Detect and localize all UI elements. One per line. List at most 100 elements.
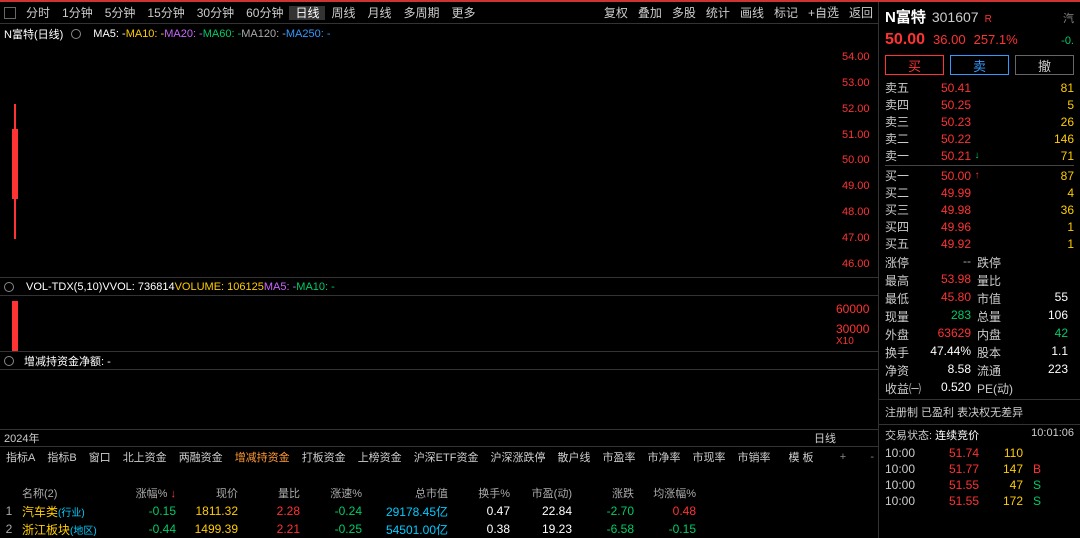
table-row[interactable]: 1汽车类(行业)-0.151811.322.28-0.2429178.45亿0.…	[0, 502, 878, 520]
x-axis: 2024年 日线	[0, 430, 878, 446]
indicator-tab[interactable]: 市销率	[731, 452, 776, 464]
indicator-tab[interactable]: 沪深涨跌停	[484, 452, 551, 464]
th-price[interactable]: 现价	[180, 485, 242, 501]
timeframe-更多[interactable]: 更多	[446, 6, 482, 20]
indicator-tab[interactable]: 两融资金	[173, 452, 229, 464]
indicator-template[interactable]: 模 板	[782, 449, 819, 465]
registration-note: 注册制 已盈利 表决权无差异	[879, 399, 1080, 424]
y-tick: 48.00	[842, 206, 878, 218]
timeframe-多周期[interactable]: 多周期	[398, 6, 446, 20]
ma-label: MA250: -	[286, 28, 331, 40]
sell-button[interactable]: 卖	[950, 55, 1009, 75]
last-price: 50.00	[885, 31, 925, 49]
ma-label: MA60: -	[203, 28, 242, 40]
y-tick: 54.00	[842, 51, 878, 63]
ask-row[interactable]: 卖四50.255	[885, 96, 1074, 113]
y-tick: 51.00	[842, 129, 878, 141]
ask-row[interactable]: 卖五50.4181	[885, 79, 1074, 96]
indicator-tab[interactable]: 指标B	[41, 452, 82, 464]
indicator-plus-icon[interactable]: +	[836, 451, 850, 463]
bid-row[interactable]: 买四49.961	[885, 218, 1074, 235]
indicator-tab[interactable]: 沪深ETF资金	[408, 452, 485, 464]
x-axis-left: 2024年	[4, 430, 39, 446]
indicator-tab[interactable]: 上榜资金	[352, 452, 408, 464]
bid-row[interactable]: 买一50.00↑87	[885, 167, 1074, 184]
th-spd[interactable]: 涨速%	[304, 485, 366, 501]
vol-label: VOLUME: 106125	[175, 281, 264, 293]
volume-chart[interactable]: 60000 30000 X10	[0, 296, 878, 352]
indicator-tab[interactable]: 打板资金	[296, 452, 352, 464]
candle	[12, 104, 18, 239]
timeframe-30分钟[interactable]: 30分钟	[191, 6, 240, 20]
y-tick: 46.00	[842, 258, 878, 270]
th-pe[interactable]: 市盈(动)	[514, 485, 576, 501]
th-name[interactable]: 名称(2)	[18, 485, 118, 501]
vol-tick: 30000	[836, 322, 869, 336]
y-tick: 53.00	[842, 77, 878, 89]
timeframe-15分钟[interactable]: 15分钟	[141, 6, 190, 20]
stock-code: 301607	[932, 9, 979, 25]
timeframe-60分钟[interactable]: 60分钟	[240, 6, 289, 20]
toolbar-复权[interactable]: 复权	[599, 6, 633, 20]
ask-row[interactable]: 卖二50.22146	[885, 130, 1074, 147]
stock-industry: 汽	[1063, 10, 1074, 26]
bid-row[interactable]: 买三49.9836	[885, 201, 1074, 218]
toolbar-统计[interactable]: 统计	[701, 6, 735, 20]
fund-label: 增减持资金	[24, 356, 79, 368]
buy-button[interactable]: 买	[885, 55, 944, 75]
toolbar-多股[interactable]: 多股	[667, 6, 701, 20]
collapse-icon[interactable]	[4, 282, 14, 292]
extra-pct: -0.	[1061, 35, 1074, 47]
fund-header: 增减持资金净额: -	[0, 352, 878, 370]
price-chart[interactable]: 54.0053.0052.0051.0050.0049.0048.0047.00…	[0, 44, 878, 278]
bid-row[interactable]: 买二49.994	[885, 184, 1074, 201]
indicator-tab-active[interactable]: 增减持资金	[229, 449, 296, 465]
indicator-minus-icon[interactable]: -	[866, 451, 878, 463]
table-row[interactable]: 2浙江板块(地区)-0.441499.392.21-0.2554501.00亿0…	[0, 520, 878, 538]
volume-y-axis: 60000 30000 X10	[834, 296, 878, 351]
sort-down-icon: ↓	[171, 488, 177, 500]
timeframe-5分钟[interactable]: 5分钟	[99, 6, 142, 20]
th-chg[interactable]: 涨幅% ↓	[118, 485, 180, 501]
timeframe-日线[interactable]: 日线	[289, 6, 325, 20]
timeframe-月线[interactable]: 月线	[362, 6, 398, 20]
toolbar-返回[interactable]: 返回	[844, 6, 878, 20]
indicator-tab[interactable]: 指标A	[0, 452, 41, 464]
change-abs: 36.00	[933, 32, 966, 47]
minimize-icon[interactable]: _	[818, 4, 824, 15]
expand-icon[interactable]: □	[830, 4, 836, 15]
cancel-button[interactable]: 撤	[1015, 55, 1074, 75]
stats-grid: 涨停--跌停最高53.98量比最低45.80市值55现量283总量106外盘63…	[879, 252, 1080, 399]
indicator-tab[interactable]: 市现率	[686, 452, 731, 464]
collapse-icon[interactable]	[4, 356, 14, 366]
collapse-icon[interactable]	[71, 29, 81, 39]
toolbar-叠加[interactable]: 叠加	[633, 6, 667, 20]
toolbar-画线[interactable]: 画线	[735, 6, 769, 20]
th-turn[interactable]: 换手%	[452, 485, 514, 501]
tick-row: 10:0051.5547S	[885, 477, 1074, 493]
indicator-tab[interactable]: 窗口	[83, 452, 117, 464]
timeframe-分时[interactable]: 分时	[20, 6, 56, 20]
timeframe-周线[interactable]: 周线	[325, 6, 361, 20]
ask-row[interactable]: 卖三50.2326	[885, 113, 1074, 130]
indicator-tab[interactable]: 北上资金	[117, 452, 173, 464]
fund-chart[interactable]	[0, 370, 878, 430]
tick-list: 10:0051.7411010:0051.77147B10:0051.5547S…	[879, 445, 1080, 509]
toolbar-标记[interactable]: 标记	[769, 6, 803, 20]
orderbook: 卖五50.4181卖四50.255卖三50.2326卖二50.22146卖一50…	[879, 79, 1080, 252]
fund-label: 净额: -	[79, 356, 111, 368]
indicator-tab[interactable]: 市盈率	[596, 452, 641, 464]
bid-row[interactable]: 买五49.921	[885, 235, 1074, 252]
ask-row[interactable]: 卖一50.21↓71	[885, 147, 1074, 164]
ma-label: MA10: -	[126, 28, 165, 40]
th-lb[interactable]: 量比	[242, 485, 304, 501]
th-mcap[interactable]: 总市值	[366, 485, 452, 501]
timeframe-1分钟[interactable]: 1分钟	[56, 6, 99, 20]
stock-badge: R	[985, 14, 992, 25]
indicator-tab[interactable]: 散户线	[551, 452, 596, 464]
th-px[interactable]: 涨跌	[576, 485, 638, 501]
y-tick: 50.00	[842, 154, 878, 166]
indicator-tab[interactable]: 市净率	[641, 452, 686, 464]
th-avg[interactable]: 均涨幅%	[638, 485, 700, 501]
tick-row: 10:0051.77147B	[885, 461, 1074, 477]
